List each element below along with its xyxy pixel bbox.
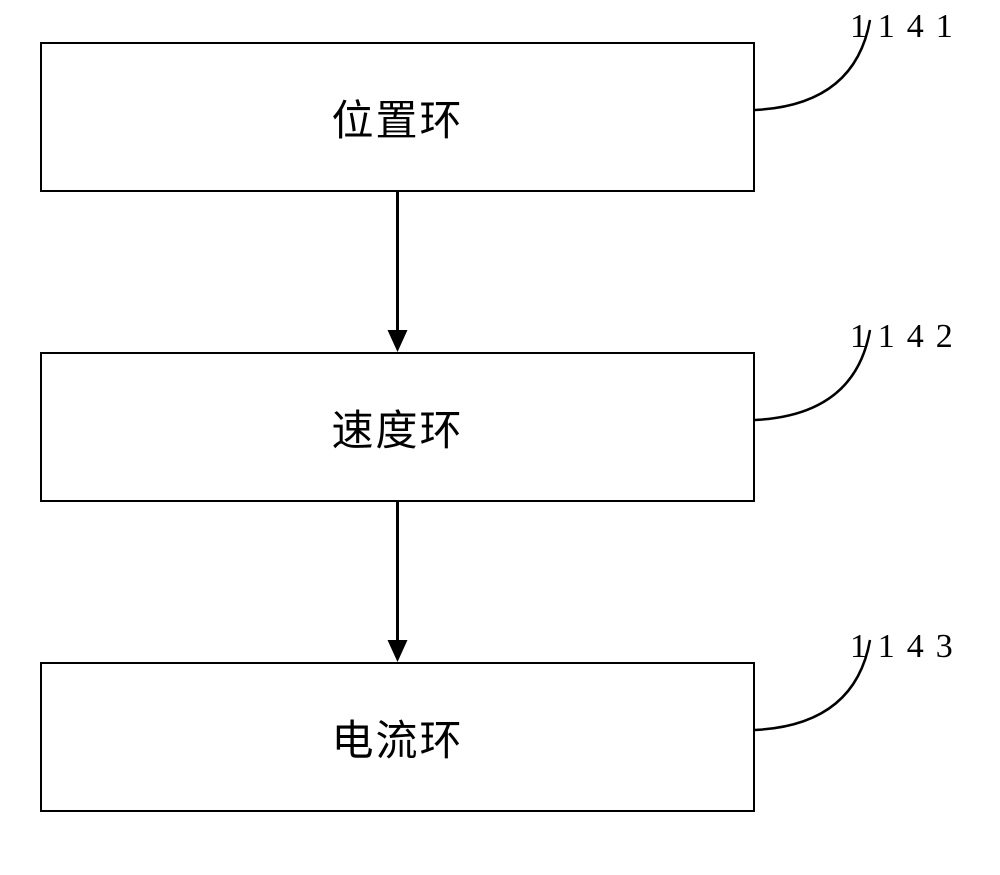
reference-number-label: 1141	[850, 8, 965, 46]
flow-box-position-loop: 位置环	[40, 42, 755, 192]
reference-number-label: 1142	[850, 318, 965, 356]
flow-box-speed-loop: 速度环	[40, 352, 755, 502]
diagram-canvas: 位置环 1141 速度环 1142 电流环 1143	[0, 0, 1000, 875]
flow-box-current-loop: 电流环	[40, 662, 755, 812]
flow-box-label: 位置环	[331, 87, 463, 148]
reference-number-label: 1143	[850, 628, 965, 666]
flow-box-label: 电流环	[331, 707, 463, 768]
flow-box-label: 速度环	[331, 397, 463, 458]
